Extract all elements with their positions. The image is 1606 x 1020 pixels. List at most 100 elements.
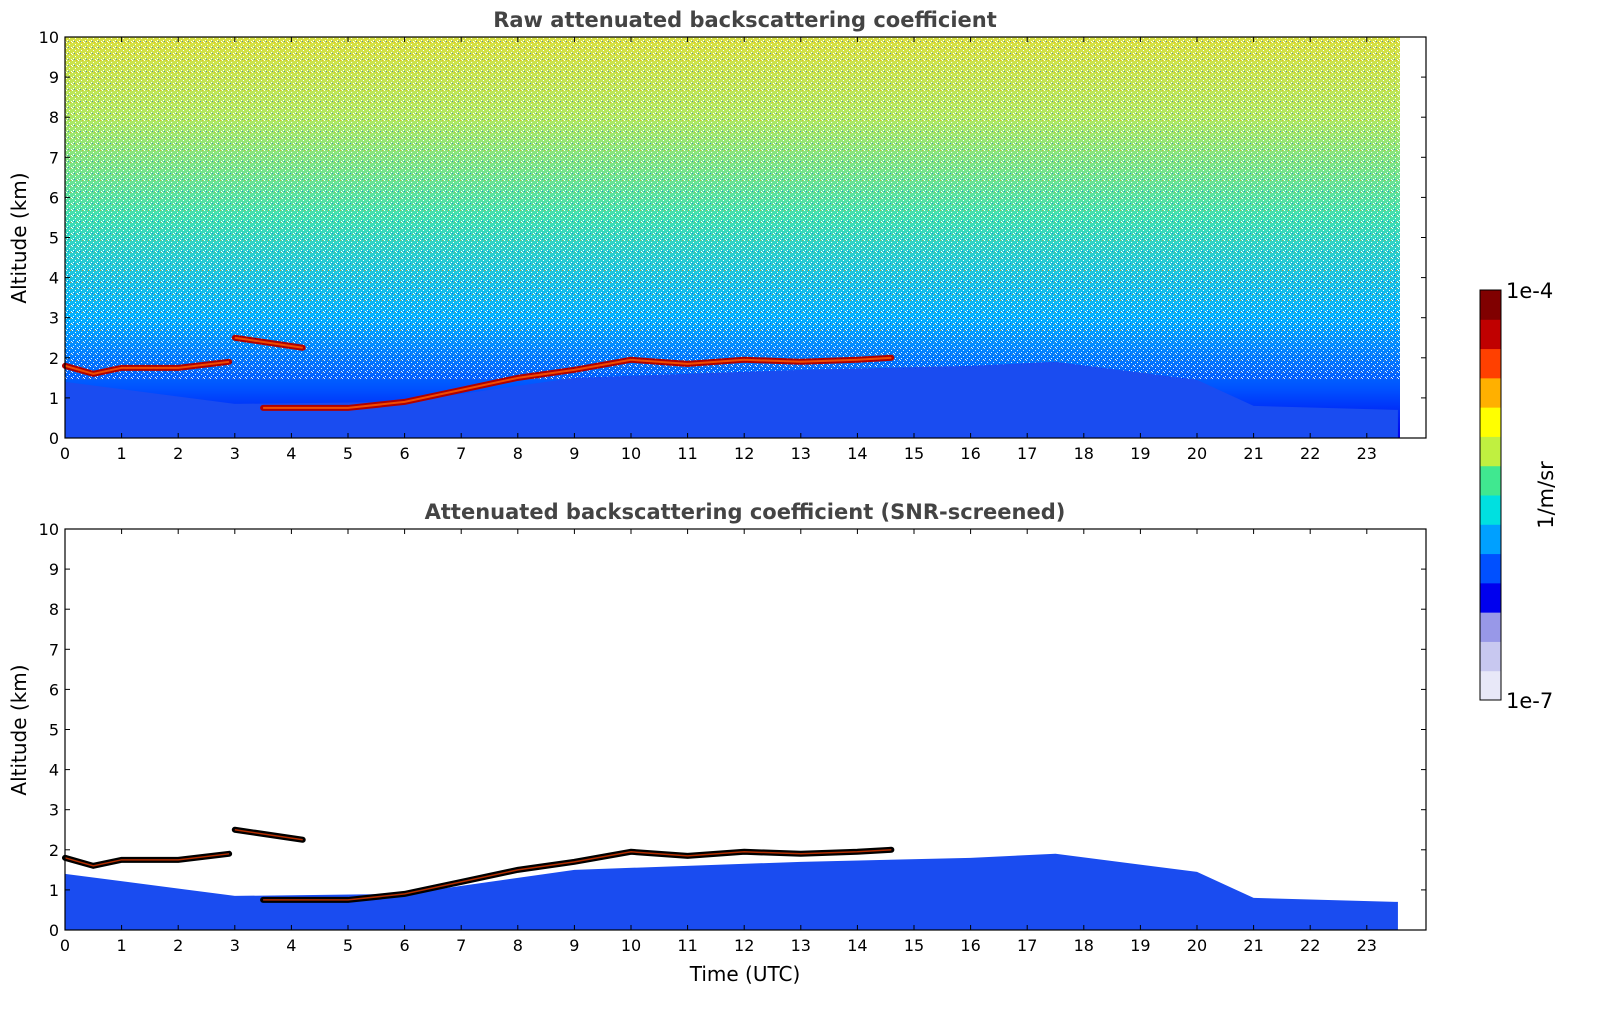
y-tick-label: 7 bbox=[49, 148, 59, 167]
x-tick-label: 15 bbox=[904, 936, 924, 955]
y-axis-ticks: 0 1 2 3 4 5 6 7 8 9 10 bbox=[39, 520, 1426, 940]
snr-screened-panel: Attenuated backscattering coefficient (S… bbox=[7, 500, 1427, 986]
heatmap-area bbox=[62, 529, 1400, 930]
x-tick-label: 13 bbox=[791, 444, 811, 463]
colorbar-swatch bbox=[1480, 407, 1501, 437]
x-axis-label: Time (UTC) bbox=[689, 962, 801, 986]
x-tick-label: 4 bbox=[286, 936, 296, 955]
x-tick-label: 10 bbox=[621, 444, 641, 463]
x-tick-label: 19 bbox=[1130, 444, 1150, 463]
x-tick-label: 19 bbox=[1130, 936, 1150, 955]
colorbar-swatch bbox=[1480, 524, 1501, 555]
x-tick-label: 21 bbox=[1243, 936, 1263, 955]
x-tick-label: 18 bbox=[1074, 936, 1094, 955]
y-tick-label: 8 bbox=[49, 600, 59, 619]
x-tick-label: 17 bbox=[1017, 936, 1037, 955]
colorbar-swatch bbox=[1480, 348, 1501, 379]
x-tick-label: 10 bbox=[621, 936, 641, 955]
colorbar-swatch bbox=[1480, 319, 1501, 350]
x-tick-label: 3 bbox=[230, 936, 240, 955]
y-tick-label: 10 bbox=[39, 520, 59, 539]
y-tick-label: 4 bbox=[49, 269, 59, 288]
colorbar-swatch bbox=[1480, 495, 1501, 525]
x-tick-label: 8 bbox=[513, 936, 523, 955]
y-axis-ticks: 0 1 2 3 4 5 6 7 8 9 10 bbox=[39, 28, 1426, 448]
colorbar-swatch bbox=[1480, 612, 1501, 642]
colorbar-min-label: 1e-7 bbox=[1506, 689, 1553, 713]
y-tick-label: 5 bbox=[49, 721, 59, 740]
x-tick-label: 17 bbox=[1017, 444, 1037, 463]
x-tick-label: 2 bbox=[173, 444, 183, 463]
y-tick-label: 0 bbox=[49, 429, 59, 448]
colorbar-swatch bbox=[1480, 290, 1501, 320]
y-tick-label: 5 bbox=[49, 229, 59, 248]
x-tick-label: 6 bbox=[400, 936, 410, 955]
x-tick-label: 20 bbox=[1187, 444, 1207, 463]
colorbar-unit-label: 1/m/sr bbox=[1534, 461, 1558, 529]
x-axis-ticks: 0 1 2 3 4 5 6 7 8 9 10 11 12 13 14 15 16 17 18 19 20 21 22 23 bbox=[60, 529, 1377, 955]
x-tick-label: 21 bbox=[1243, 444, 1263, 463]
y-tick-label: 2 bbox=[49, 349, 59, 368]
y-tick-label: 8 bbox=[49, 108, 59, 127]
y-tick-label: 3 bbox=[49, 801, 59, 820]
colorbar-swatch bbox=[1480, 377, 1501, 408]
x-tick-label: 8 bbox=[513, 444, 523, 463]
y-tick-label: 9 bbox=[49, 68, 59, 87]
x-tick-label: 1 bbox=[117, 936, 127, 955]
colorbar-swatch bbox=[1480, 582, 1501, 613]
x-tick-label: 5 bbox=[343, 444, 353, 463]
boundary-layer bbox=[65, 853, 1398, 930]
x-tick-label: 14 bbox=[847, 444, 867, 463]
colorbar-swatch bbox=[1480, 670, 1501, 701]
y-tick-label: 10 bbox=[39, 28, 59, 47]
y-tick-label: 6 bbox=[49, 680, 59, 699]
colorbar-frame bbox=[1479, 289, 1502, 701]
x-tick-label: 6 bbox=[400, 444, 410, 463]
y-tick-label: 1 bbox=[49, 389, 59, 408]
x-tick-label: 16 bbox=[960, 936, 980, 955]
y-tick-label: 4 bbox=[49, 761, 59, 780]
y-tick-label: 1 bbox=[49, 881, 59, 900]
x-tick-label: 18 bbox=[1074, 444, 1094, 463]
x-tick-label: 5 bbox=[343, 936, 353, 955]
x-axis-ticks: 0 1 2 3 4 5 6 7 8 9 10 11 12 13 14 15 16 17 18 19 20 21 22 23 bbox=[60, 37, 1377, 463]
colorbar: 1e-4 1e-7 1/m/sr bbox=[1479, 279, 1558, 713]
y-tick-label: 0 bbox=[49, 921, 59, 940]
x-tick-label: 7 bbox=[456, 936, 466, 955]
cloud-layer-halo bbox=[64, 336, 892, 409]
x-tick-label: 13 bbox=[791, 936, 811, 955]
colorbar-swatch bbox=[1480, 436, 1501, 467]
x-tick-label: 0 bbox=[60, 936, 70, 955]
y-tick-label: 6 bbox=[49, 188, 59, 207]
x-tick-label: 11 bbox=[677, 444, 697, 463]
colorbar-swatch bbox=[1480, 641, 1501, 672]
x-tick-label: 3 bbox=[230, 444, 240, 463]
y-tick-label: 7 bbox=[49, 640, 59, 659]
x-tick-label: 20 bbox=[1187, 936, 1207, 955]
y-axis-label: Altitude (km) bbox=[7, 664, 31, 795]
x-tick-label: 12 bbox=[734, 936, 754, 955]
y-axis-label: Altitude (km) bbox=[7, 172, 31, 303]
y-tick-label: 9 bbox=[49, 560, 59, 579]
cloud-layer-halo bbox=[64, 829, 892, 901]
x-tick-label: 15 bbox=[904, 444, 924, 463]
x-tick-label: 23 bbox=[1357, 936, 1377, 955]
x-tick-label: 14 bbox=[847, 936, 867, 955]
y-tick-label: 3 bbox=[49, 309, 59, 328]
x-tick-label: 16 bbox=[960, 444, 980, 463]
x-tick-label: 4 bbox=[286, 444, 296, 463]
colorbar-max-label: 1e-4 bbox=[1506, 279, 1553, 303]
x-tick-label: 23 bbox=[1357, 444, 1377, 463]
x-tick-label: 2 bbox=[173, 936, 183, 955]
panel-title: Attenuated backscattering coefficient (S… bbox=[425, 500, 1066, 524]
heatmap-background bbox=[65, 529, 1400, 930]
x-tick-label: 1 bbox=[117, 444, 127, 463]
raw-backscatter-panel: Raw attenuated backscattering coefficien… bbox=[7, 8, 1427, 463]
x-tick-label: 9 bbox=[569, 444, 579, 463]
x-tick-label: 22 bbox=[1300, 444, 1320, 463]
panel-title: Raw attenuated backscattering coefficien… bbox=[493, 8, 997, 32]
x-tick-label: 7 bbox=[456, 444, 466, 463]
x-tick-label: 9 bbox=[569, 936, 579, 955]
x-tick-label: 0 bbox=[60, 444, 70, 463]
